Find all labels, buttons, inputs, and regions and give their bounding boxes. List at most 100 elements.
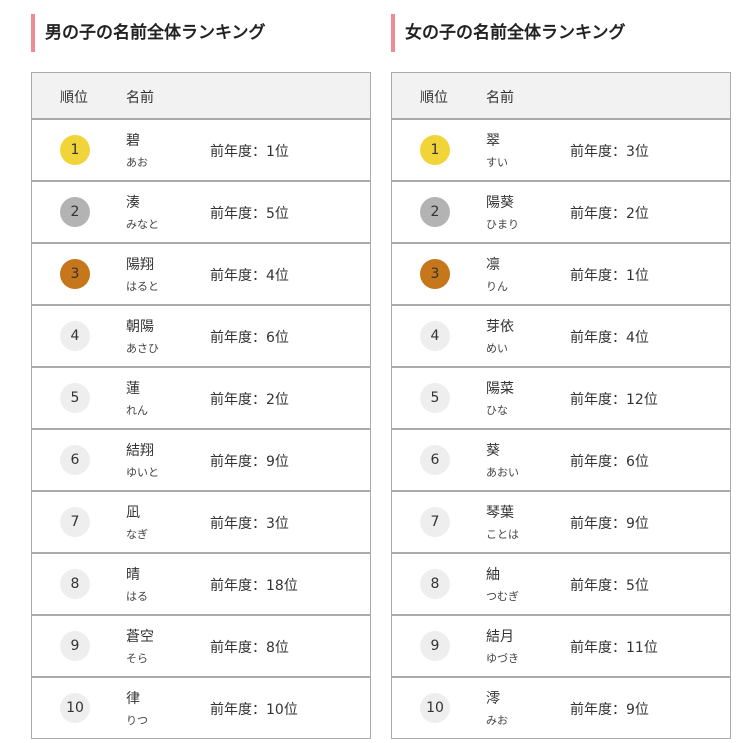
name-reading: ゆづき (486, 652, 519, 665)
rank-badge: 10 (60, 693, 90, 723)
name-kanji: 陽翔 (126, 257, 154, 273)
rank-badge: 3 (60, 259, 90, 289)
name-reading: ひまり (486, 218, 519, 231)
table-row: 9 結月 ゆづき 前年度：11位 (392, 616, 730, 678)
name-kanji: 結月 (486, 629, 514, 645)
rank-badge: 7 (420, 507, 450, 537)
rank-column-header: 順位 (60, 90, 88, 106)
name-kanji: 湊 (126, 195, 140, 211)
rank-badge: 6 (420, 445, 450, 475)
name-column-header: 名前 (126, 90, 154, 106)
rank-badge: 5 (60, 383, 90, 413)
rank-badge: 7 (60, 507, 90, 537)
previous-year-rank: 前年度：1位 (210, 144, 289, 160)
previous-year-rank: 前年度：5位 (210, 206, 289, 222)
name-reading: そら (126, 652, 148, 665)
table-row: 9 蒼空 そら 前年度：8位 (32, 616, 370, 678)
boys-ranking-table: 順位 名前 1 碧 あお 前年度：1位 2 湊 みなと 前年度：5位 3 陽翔 はる… (31, 72, 371, 739)
rank-badge: 6 (60, 445, 90, 475)
table-row: 10 律 りつ 前年度：10位 (32, 678, 370, 738)
table-row: 5 蓮 れん 前年度：2位 (32, 368, 370, 430)
previous-year-rank: 前年度：11位 (570, 640, 658, 656)
previous-year-rank: 前年度：9位 (570, 516, 649, 532)
rank-badge: 2 (420, 197, 450, 227)
name-reading: あさひ (126, 342, 159, 355)
rank-badge: 9 (60, 631, 90, 661)
name-kanji: 蒼空 (126, 629, 154, 645)
name-kanji: 凛 (486, 257, 500, 273)
rank-badge: 5 (420, 383, 450, 413)
table-row: 5 陽菜 ひな 前年度：12位 (392, 368, 730, 430)
table-row: 7 凪 なぎ 前年度：3位 (32, 492, 370, 554)
name-reading: りつ (126, 714, 149, 727)
name-reading: ゆいと (126, 466, 159, 479)
previous-year-rank: 前年度：12位 (570, 392, 658, 408)
name-kanji: 芽依 (486, 319, 514, 335)
name-column-header: 名前 (486, 90, 514, 106)
previous-year-rank: 前年度：3位 (210, 516, 289, 532)
previous-year-rank: 前年度：9位 (210, 454, 289, 470)
rank-badge: 8 (60, 569, 90, 599)
name-kanji: 澪 (486, 691, 500, 707)
previous-year-rank: 前年度：3位 (570, 144, 649, 160)
name-reading: つむぎ (486, 590, 519, 603)
table-row: 1 翠 すい 前年度：3位 (392, 120, 730, 182)
name-reading: みなと (126, 218, 159, 231)
table-row: 3 凛 りん 前年度：1位 (392, 244, 730, 306)
name-reading: はる (126, 590, 148, 603)
name-kanji: 葵 (486, 443, 500, 459)
previous-year-rank: 前年度：4位 (570, 330, 649, 346)
name-reading: あおい (486, 466, 519, 479)
table-row: 6 葵 あおい 前年度：6位 (392, 430, 730, 492)
name-kanji: 陽葵 (486, 195, 514, 211)
name-kanji: 翠 (486, 133, 500, 149)
table-row: 7 琴葉 ことは 前年度：9位 (392, 492, 730, 554)
name-reading: あお (126, 156, 148, 169)
table-header: 順位 名前 (392, 73, 730, 120)
table-row: 2 湊 みなと 前年度：5位 (32, 182, 370, 244)
name-reading: すい (486, 156, 508, 169)
rank-badge: 4 (60, 321, 90, 351)
previous-year-rank: 前年度：6位 (210, 330, 289, 346)
previous-year-rank: 前年度：6位 (570, 454, 649, 470)
name-kanji: 晴 (126, 567, 140, 583)
table-header: 順位 名前 (32, 73, 370, 120)
name-kanji: 蓮 (126, 381, 140, 397)
previous-year-rank: 前年度：4位 (210, 268, 289, 284)
previous-year-rank: 前年度：8位 (210, 640, 289, 656)
name-reading: ことは (486, 528, 519, 541)
name-reading: れん (126, 404, 148, 417)
table-row: 4 芽依 めい 前年度：4位 (392, 306, 730, 368)
previous-year-rank: 前年度：2位 (210, 392, 289, 408)
name-reading: りん (486, 280, 508, 293)
name-kanji: 紬 (486, 567, 500, 583)
previous-year-rank: 前年度：18位 (210, 578, 298, 594)
name-reading: ひな (486, 404, 508, 417)
table-row: 2 陽葵 ひまり 前年度：2位 (392, 182, 730, 244)
name-reading: めい (486, 342, 508, 355)
rank-column-header: 順位 (420, 90, 448, 106)
name-kanji: 碧 (126, 133, 140, 149)
boys-ranking-title: 男の子の名前全体ランキング (31, 14, 266, 52)
name-kanji: 朝陽 (126, 319, 154, 335)
table-row: 3 陽翔 はると 前年度：4位 (32, 244, 370, 306)
table-row: 8 紬 つむぎ 前年度：5位 (392, 554, 730, 616)
name-kanji: 律 (126, 691, 140, 707)
girls-ranking-table: 順位 名前 1 翠 すい 前年度：3位 2 陽葵 ひまり 前年度：2位 3 凛 りん… (391, 72, 731, 739)
table-row: 6 結翔 ゆいと 前年度：9位 (32, 430, 370, 492)
rank-badge: 4 (420, 321, 450, 351)
table-row: 4 朝陽 あさひ 前年度：6位 (32, 306, 370, 368)
name-kanji: 凪 (126, 505, 140, 521)
previous-year-rank: 前年度：10位 (210, 702, 298, 718)
girls-ranking-title: 女の子の名前全体ランキング (391, 14, 626, 52)
previous-year-rank: 前年度：2位 (570, 206, 649, 222)
previous-year-rank: 前年度：1位 (570, 268, 649, 284)
name-kanji: 琴葉 (486, 505, 514, 521)
name-reading: はると (126, 280, 159, 293)
table-row: 1 碧 あお 前年度：1位 (32, 120, 370, 182)
name-reading: なぎ (126, 528, 148, 541)
name-kanji: 結翔 (126, 443, 154, 459)
table-row: 10 澪 みお 前年度：9位 (392, 678, 730, 738)
rank-badge: 8 (420, 569, 450, 599)
name-reading: みお (486, 714, 508, 727)
